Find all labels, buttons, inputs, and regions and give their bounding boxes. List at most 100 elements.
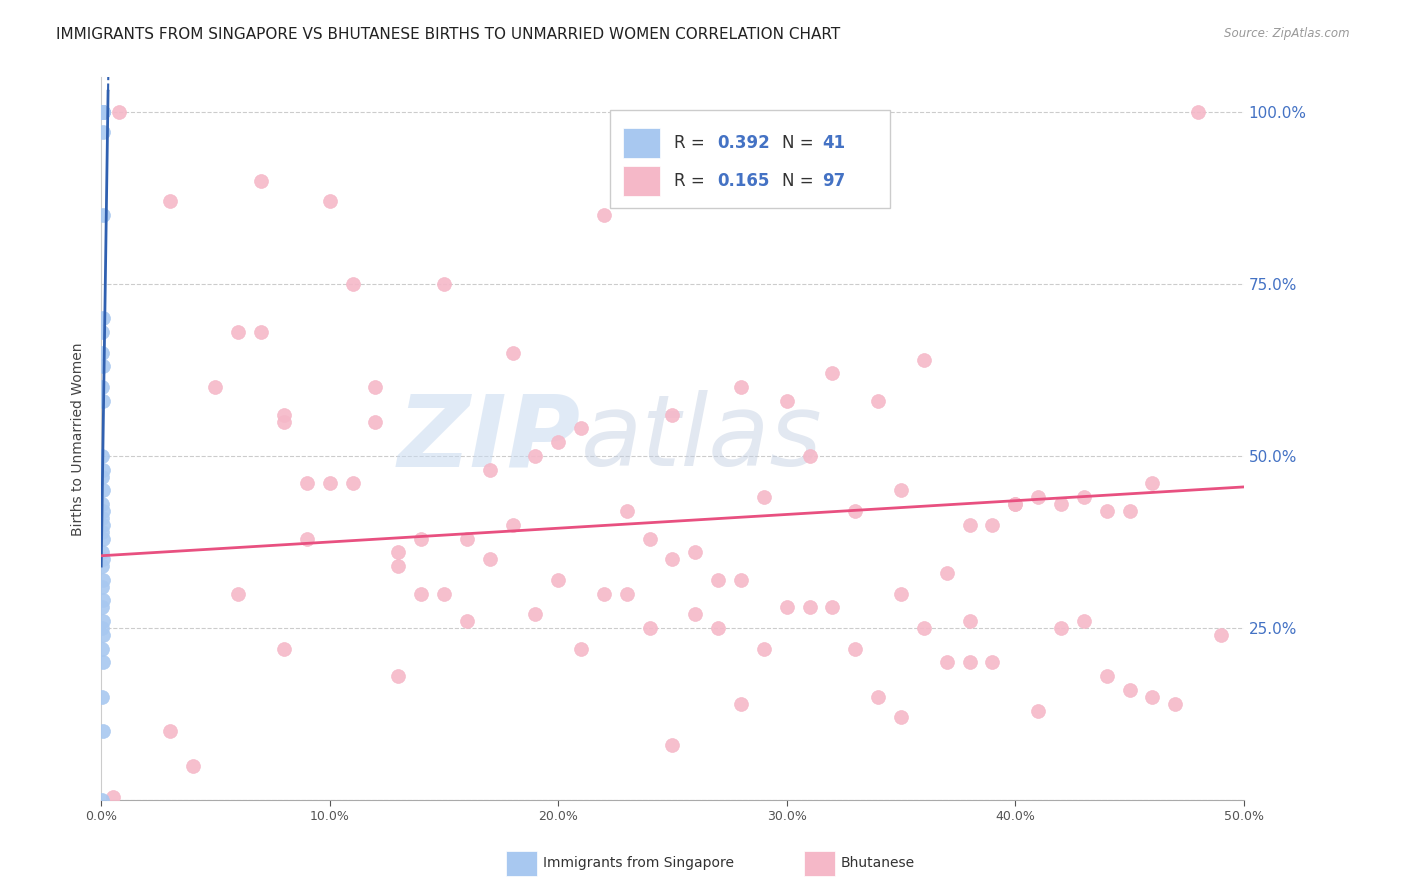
Point [1004, 497, 1026, 511]
Point [1004, 497, 1026, 511]
Y-axis label: Births to Unmarried Women: Births to Unmarried Women [72, 342, 86, 535]
Point [91, 504, 114, 518]
Point [342, 277, 364, 291]
Point [93, 126, 115, 140]
Point [91, 724, 114, 739]
Point [91, 104, 114, 119]
Point [228, 325, 250, 339]
Text: N =: N = [782, 134, 820, 153]
Point [1142, 476, 1164, 491]
Point [91, 380, 114, 394]
Point [730, 573, 752, 587]
Point [433, 586, 456, 600]
Point [90, 621, 112, 635]
Point [661, 552, 683, 566]
Point [685, 607, 707, 622]
Point [1142, 690, 1164, 704]
Point [91, 483, 114, 498]
Point [1073, 614, 1095, 628]
Point [273, 415, 295, 429]
Point [91, 104, 114, 119]
Point [93, 656, 115, 670]
Point [502, 345, 524, 359]
Point [935, 656, 957, 670]
Point [569, 641, 592, 656]
Point [868, 690, 890, 704]
Point [707, 573, 730, 587]
Point [730, 380, 752, 394]
Point [912, 621, 935, 635]
Point [776, 393, 799, 408]
Point [1209, 628, 1232, 642]
Point [821, 600, 844, 615]
Point [91, 311, 114, 326]
Point [1026, 704, 1049, 718]
Point [890, 483, 912, 498]
Point [108, 104, 131, 119]
Point [456, 614, 478, 628]
Text: Immigrants from Singapore: Immigrants from Singapore [543, 856, 734, 871]
Point [159, 194, 181, 209]
Point [91, 359, 114, 374]
Point [1050, 621, 1073, 635]
Point [593, 208, 616, 222]
Point [250, 174, 273, 188]
Point [91, 559, 114, 574]
Point [91, 690, 114, 704]
Point [981, 656, 1004, 670]
Point [569, 421, 592, 435]
Point [478, 552, 501, 566]
Point [342, 476, 364, 491]
Point [364, 415, 387, 429]
Point [250, 325, 273, 339]
Point [364, 380, 387, 394]
Text: 0.392: 0.392 [717, 134, 770, 153]
Point [1073, 490, 1095, 504]
Point [91, 104, 114, 119]
Point [616, 504, 638, 518]
Point [959, 517, 981, 532]
Point [91, 469, 114, 483]
Text: R =: R = [673, 134, 710, 153]
Point [547, 573, 569, 587]
Point [844, 641, 866, 656]
Point [1118, 504, 1140, 518]
Point [91, 641, 114, 656]
Text: 0.165: 0.165 [717, 172, 769, 190]
FancyBboxPatch shape [610, 110, 890, 208]
Point [90, 793, 112, 807]
Point [93, 517, 115, 532]
Point [593, 586, 616, 600]
Point [959, 614, 981, 628]
Point [1050, 497, 1073, 511]
Point [868, 393, 890, 408]
Point [90, 545, 112, 559]
Text: R =: R = [673, 172, 710, 190]
Point [821, 367, 844, 381]
Point [387, 669, 409, 683]
Text: IMMIGRANTS FROM SINGAPORE VS BHUTANESE BIRTHS TO UNMARRIED WOMEN CORRELATION CHA: IMMIGRANTS FROM SINGAPORE VS BHUTANESE B… [56, 27, 841, 42]
Point [91, 463, 114, 477]
Point [228, 586, 250, 600]
Point [204, 380, 226, 394]
Point [273, 408, 295, 422]
Point [91, 104, 114, 119]
Point [1095, 504, 1118, 518]
Point [387, 559, 409, 574]
FancyBboxPatch shape [623, 128, 659, 159]
Point [91, 628, 114, 642]
Point [90, 449, 112, 463]
Text: atlas: atlas [581, 391, 823, 487]
Point [707, 621, 730, 635]
Point [91, 325, 114, 339]
Point [91, 524, 114, 539]
Point [752, 490, 775, 504]
Text: 41: 41 [823, 134, 845, 153]
Point [844, 504, 866, 518]
Point [935, 566, 957, 580]
Point [799, 449, 821, 463]
Point [90, 497, 112, 511]
Point [502, 517, 524, 532]
Point [685, 545, 707, 559]
Point [1095, 669, 1118, 683]
